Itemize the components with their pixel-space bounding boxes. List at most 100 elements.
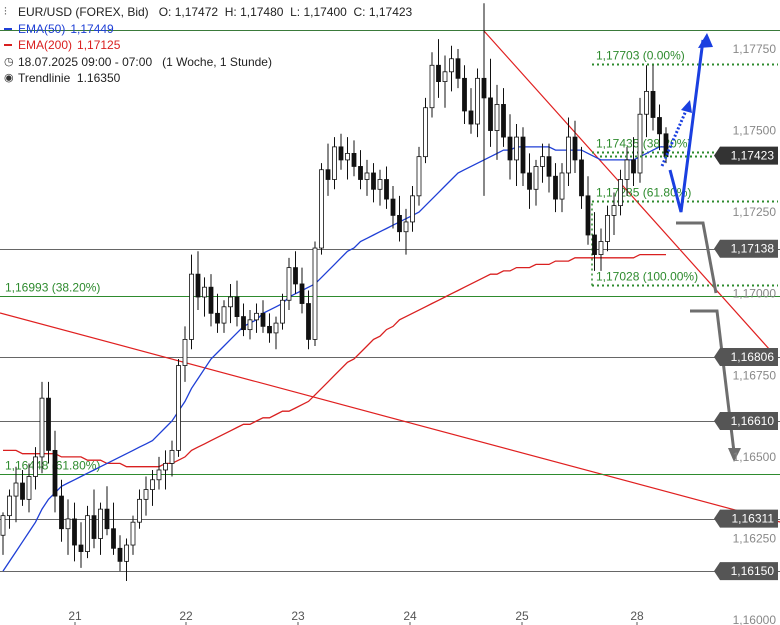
candle-body [442, 71, 448, 82]
candle-body [436, 64, 441, 82]
candle-body [273, 322, 279, 334]
ema-layer [2, 146, 666, 572]
ema200-swatch [4, 44, 12, 47]
candle-body [150, 479, 155, 490]
ohlc-values: O: 1,17472 H: 1,17480 L: 1,17400 C: 1,17… [158, 5, 413, 19]
y-tick-label: 1,17000 [733, 287, 777, 301]
level-price-label: 1,16610 [731, 414, 775, 428]
bar-chart-icon: ⫶ [4, 6, 7, 18]
candle-body [351, 152, 357, 167]
dot-icon: ◉ [4, 72, 14, 84]
axis-layer: 1,17750 1,17500 1,17250 1,17000 1,16750 1,165… [68, 42, 778, 625]
candle-body [624, 159, 630, 180]
candle-body [618, 179, 623, 207]
candle-body [520, 136, 526, 174]
y-tick-label: 1,17250 [733, 205, 777, 219]
y-tick-label: 1,16250 [733, 532, 777, 546]
candle-body [26, 476, 32, 500]
fib-projection-label: 1,17703 (0.00%) [596, 49, 685, 63]
candle-body [254, 312, 259, 321]
candle-body [0, 515, 6, 536]
candle-body [215, 312, 220, 324]
y-tick-label: 1,16000 [733, 613, 777, 625]
candle-body [20, 482, 25, 500]
legend-trendline-row[interactable]: ◉ Trendlinie 1.16350 [4, 70, 412, 87]
legend-date-row: ◷ 18.07.2025 09:00 - 07:00 (1 Woche, 1 S… [4, 54, 412, 71]
candle-body [644, 90, 649, 115]
y-tick-label: 1,16750 [733, 368, 777, 382]
candle-body [585, 195, 591, 236]
candle-body [299, 283, 305, 304]
candle-body [553, 175, 558, 200]
candle-body [397, 215, 402, 233]
candle-body [371, 172, 376, 190]
candle-body [59, 495, 64, 530]
candle-body [592, 234, 597, 255]
x-tick-label: 25 [515, 609, 529, 623]
candle-body [221, 306, 227, 324]
candle-body [104, 508, 110, 530]
candle-body [572, 136, 578, 161]
y-tick-label: 1,17750 [733, 42, 777, 56]
candle-body [182, 339, 188, 366]
candle-body [33, 456, 38, 477]
candle-body [156, 469, 162, 481]
level-price-box [714, 239, 778, 258]
candle-body [91, 515, 97, 539]
legend-ema50-row[interactable]: EMA(50) 1,17449 [4, 21, 412, 38]
candle-body [533, 166, 539, 190]
level-lines-layer [0, 30, 780, 572]
projection-arrows-layer [660, 33, 741, 462]
fib-projection-label: 1,17435 (38.20%) [596, 137, 691, 151]
projection-dotted-arrowhead [681, 100, 692, 113]
candle-body [39, 397, 45, 458]
x-tick-label: 24 [403, 609, 417, 623]
current-price-label: 1,17423 [731, 149, 775, 163]
date-range: 18.07.2025 09:00 - 07:00 [18, 54, 153, 69]
x-tick-label: 21 [68, 609, 82, 623]
candle-body [85, 515, 90, 552]
clock-icon: ◷ [4, 55, 14, 68]
candle-body [657, 117, 662, 135]
ema50-swatch [4, 27, 12, 30]
level-price-label: 1,16311 [732, 512, 775, 526]
legend-ema200-row[interactable]: EMA(200) 1,17125 [4, 37, 412, 54]
level-price-label: 1,16150 [731, 564, 775, 578]
candle-body [13, 482, 19, 497]
candle-body [377, 179, 383, 190]
candle-body [546, 156, 552, 177]
x-tick-label: 28 [630, 609, 644, 623]
candle-body [124, 544, 129, 562]
level-price-box [714, 562, 778, 581]
candle-body [507, 136, 513, 161]
candle-body [130, 521, 136, 546]
candle-body [7, 495, 12, 517]
ema50-value: 1,17449 [70, 21, 114, 36]
candle-body [650, 90, 656, 118]
candle-body [345, 152, 350, 161]
candle-body [416, 156, 422, 197]
chart-legend: ⫶ EUR/USD (FOREX, Bid) O: 1,17472 H: 1,1… [4, 4, 412, 87]
y-tick-label: 1,17500 [733, 124, 777, 138]
candle-body [475, 77, 480, 125]
candle-body [384, 179, 389, 200]
candle-body [462, 77, 467, 112]
y-tick-label: 1,16500 [733, 450, 777, 464]
candle-body [234, 296, 240, 317]
candle-body [306, 303, 311, 340]
candle-body [501, 104, 506, 138]
projection-dotted-up [660, 105, 690, 167]
candle-body [169, 449, 175, 464]
candle-body [202, 286, 207, 298]
candle-body [598, 241, 604, 255]
candle-body [527, 172, 532, 190]
candle-body [566, 136, 571, 174]
candle-body [455, 58, 461, 79]
candle-body [631, 159, 636, 174]
candle-body [137, 498, 142, 523]
candle-body [52, 449, 58, 497]
candle-body [65, 518, 71, 530]
x-tick-label: 23 [291, 609, 305, 623]
projection-up-arrowhead [698, 33, 713, 48]
